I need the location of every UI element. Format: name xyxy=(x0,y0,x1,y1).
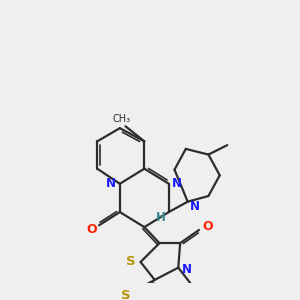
Text: N: N xyxy=(182,263,192,276)
Text: H: H xyxy=(155,211,165,224)
Text: S: S xyxy=(126,254,136,268)
Text: CH₃: CH₃ xyxy=(113,114,131,124)
Text: N: N xyxy=(190,200,200,213)
Text: N: N xyxy=(172,177,182,190)
Text: O: O xyxy=(202,220,213,233)
Text: N: N xyxy=(106,177,116,190)
Text: S: S xyxy=(121,290,130,300)
Text: O: O xyxy=(86,224,97,236)
